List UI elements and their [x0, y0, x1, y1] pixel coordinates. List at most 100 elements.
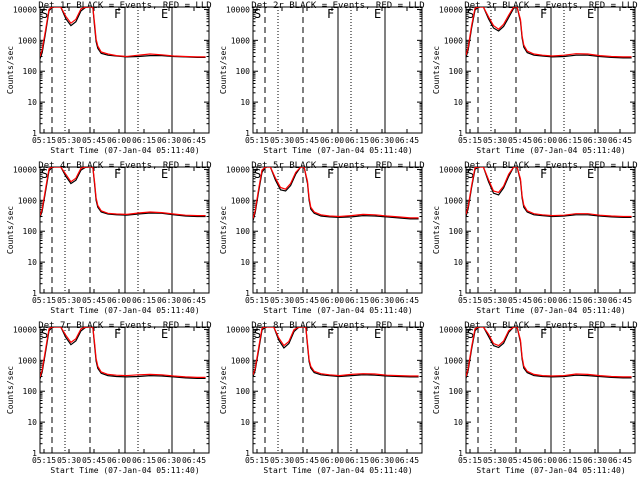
y-axis-label: Counts/sec [219, 206, 228, 254]
y-tick-label: 100 [449, 67, 464, 76]
marker-label-f: F [327, 327, 334, 341]
detector-panel-2: Det 2r BLACK = Events, RED = LLD 1 10 100 10… [219, 1, 425, 155]
x-tick-label: 05:30 [270, 296, 294, 305]
y-tick-label: 10 [453, 258, 463, 267]
x-tick-label: 05:15 [245, 296, 269, 305]
marker-label-f: F [114, 167, 121, 181]
y-axis-label: Counts/sec [432, 206, 441, 254]
marker-label-e: E [161, 7, 168, 21]
y-tick-label: 1000 [18, 196, 37, 205]
marker-label-s: S [41, 167, 48, 181]
y-axis-label: Counts/sec [6, 366, 15, 414]
x-tick-label: 06:30 [370, 296, 394, 305]
x-tick-label: 06:15 [345, 296, 369, 305]
x-tick-label: 05:45 [295, 296, 319, 305]
x-tick-label: 06:00 [107, 456, 131, 465]
detector-panel-7: Det 7r BLACK = Events, RED = LLD 1 10 100 10… [6, 321, 212, 475]
x-tick-label: 06:45 [182, 456, 206, 465]
y-tick-label: 1000 [18, 356, 37, 365]
detector-panel-5: Det 5r BLACK = Events, RED = LLD 1 10 100 10… [219, 161, 425, 315]
x-tick-label: 05:45 [508, 136, 532, 145]
x-tick-label: 06:00 [320, 456, 344, 465]
panel-title: Det 3r BLACK = Events, RED = LLD [464, 1, 637, 11]
y-tick-label: 10 [27, 418, 37, 427]
x-tick-label: 05:45 [508, 456, 532, 465]
x-tick-label: 06:45 [608, 136, 632, 145]
y-axis-label: Counts/sec [6, 206, 15, 254]
y-tick-label: 1000 [444, 196, 463, 205]
x-tick-label: 06:45 [395, 136, 419, 145]
marker-label-s: S [467, 327, 474, 341]
y-axis-label: Counts/sec [432, 366, 441, 414]
y-tick-label: 10000 [13, 5, 37, 14]
x-tick-label: 06:45 [182, 136, 206, 145]
x-tick-label: 06:00 [320, 136, 344, 145]
y-tick-label: 1000 [18, 36, 37, 45]
panel-title: Det 5r BLACK = Events, RED = LLD [251, 161, 424, 171]
x-tick-label: 05:30 [483, 456, 507, 465]
y-tick-label: 10 [453, 418, 463, 427]
panel-title: Det 2r BLACK = Events, RED = LLD [251, 1, 424, 11]
x-axis-label: Start Time (07-Jan-04 05:11:40) [263, 146, 412, 155]
x-tick-label: 06:15 [345, 136, 369, 145]
y-tick-label: 1 [458, 289, 463, 298]
y-tick-label: 100 [236, 387, 251, 396]
y-tick-label: 1000 [444, 36, 463, 45]
x-tick-label: 06:00 [107, 296, 131, 305]
marker-label-s: S [467, 7, 474, 21]
x-tick-label: 06:00 [533, 296, 557, 305]
y-tick-label: 1 [245, 289, 250, 298]
x-tick-label: 06:45 [182, 296, 206, 305]
x-tick-label: 06:00 [533, 456, 557, 465]
y-tick-label: 10000 [439, 325, 463, 334]
detector-panel-8: Det 8r BLACK = Events, RED = LLD 1 10 100 10… [219, 321, 425, 475]
marker-label-s: S [41, 7, 48, 21]
series-line-lld [253, 327, 419, 377]
y-tick-label: 1000 [231, 36, 250, 45]
x-tick-label: 06:00 [107, 136, 131, 145]
x-tick-label: 06:15 [558, 296, 582, 305]
y-axis-label: Counts/sec [219, 366, 228, 414]
y-axis-label: Counts/sec [432, 46, 441, 94]
marker-label-s: S [467, 167, 474, 181]
x-tick-label: 06:30 [157, 136, 181, 145]
x-tick-label: 05:30 [483, 296, 507, 305]
panel-title: Det 7r BLACK = Events, RED = LLD [38, 321, 211, 331]
y-tick-label: 100 [449, 227, 464, 236]
x-axis-label: Start Time (07-Jan-04 05:11:40) [476, 146, 625, 155]
y-tick-label: 10 [27, 258, 37, 267]
marker-label-e: E [587, 327, 594, 341]
y-tick-label: 1 [32, 449, 37, 458]
x-tick-label: 06:45 [395, 456, 419, 465]
x-tick-label: 05:45 [295, 136, 319, 145]
marker-label-e: E [161, 327, 168, 341]
y-tick-label: 1 [32, 289, 37, 298]
x-tick-label: 05:15 [458, 456, 482, 465]
marker-label-s: S [254, 327, 261, 341]
detector-panel-6: Det 6r BLACK = Events, RED = LLD 1 10 100 10… [432, 161, 638, 315]
y-tick-label: 1 [458, 129, 463, 138]
detector-panel-3: Det 3r BLACK = Events, RED = LLD 1 10 100 10… [432, 1, 638, 155]
x-tick-label: 06:15 [132, 456, 156, 465]
x-axis-label: Start Time (07-Jan-04 05:11:40) [50, 466, 199, 475]
y-tick-label: 1000 [231, 196, 250, 205]
x-axis-label: Start Time (07-Jan-04 05:11:40) [50, 146, 199, 155]
x-tick-label: 06:15 [132, 136, 156, 145]
detector-panel-1: Det 1r BLACK = Events, RED = LLD 1 10 100 10… [6, 1, 212, 155]
detector-panel-9: Det 9r BLACK = Events, RED = LLD 1 10 100 10… [432, 321, 638, 475]
x-tick-label: 06:45 [608, 296, 632, 305]
x-axis-label: Start Time (07-Jan-04 05:11:40) [50, 306, 199, 315]
marker-label-f: F [540, 7, 547, 21]
y-tick-label: 10000 [226, 165, 250, 174]
x-axis-label: Start Time (07-Jan-04 05:11:40) [476, 306, 625, 315]
y-tick-label: 100 [23, 67, 38, 76]
marker-label-e: E [374, 327, 381, 341]
x-axis-label: Start Time (07-Jan-04 05:11:40) [476, 466, 625, 475]
y-tick-label: 10 [240, 258, 250, 267]
marker-label-s: S [254, 7, 261, 21]
panel-title: Det 4r BLACK = Events, RED = LLD [38, 161, 211, 171]
y-tick-label: 100 [236, 67, 251, 76]
x-tick-label: 05:15 [458, 136, 482, 145]
y-tick-label: 1000 [231, 356, 250, 365]
